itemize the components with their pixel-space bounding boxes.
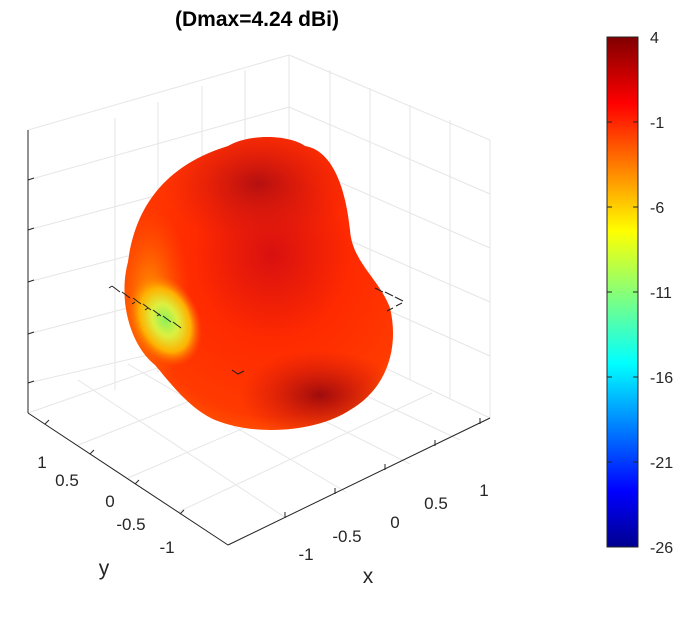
y-tick-label: -1 (159, 538, 174, 557)
colorbar-tick-label: -21 (650, 455, 673, 472)
y-tick-label: 0 (105, 492, 114, 511)
x-tick-labels: -1 -0.5 0 0.5 1 (298, 481, 488, 564)
colorbar-gradient (606, 36, 639, 548)
colorbar-ticks: 4 -1 -6 -11 -16 -21 -26 (607, 30, 673, 557)
colorbar-tick-label: 4 (650, 30, 659, 47)
colorbar-tick-label: -1 (650, 115, 664, 132)
x-tick-label: 0.5 (424, 494, 448, 513)
lobe-top-shade (163, 136, 353, 252)
y-tick-label: 1 (37, 453, 46, 472)
colorbar-tick-label: -11 (650, 285, 672, 302)
x-tick-label: -0.5 (332, 527, 361, 546)
x-tick-label: -1 (298, 545, 313, 564)
y-tick-label: 0.5 (55, 471, 79, 490)
y-axis-ticks (44, 419, 185, 515)
y-axis-label: y (99, 557, 110, 580)
antenna-markers (108, 285, 404, 375)
x-tick-label: 1 (479, 481, 488, 500)
x-axis-ticks (284, 418, 481, 518)
colorbar-tick-label: -26 (650, 540, 673, 557)
colorbar-tick-label: -6 (650, 200, 664, 217)
colorbar-tick-label: -16 (650, 370, 673, 387)
x-axis-label: x (363, 565, 374, 588)
lobe-minimum-region (128, 274, 202, 366)
chart-title: (Dmax=4.24 dBi) (175, 8, 339, 31)
y-tick-labels: 1 0.5 0 -0.5 -1 (37, 453, 174, 557)
lobe-bottom-shade (240, 350, 394, 431)
x-tick-label: 0 (390, 513, 399, 532)
axes (27, 130, 491, 546)
y-tick-label: -0.5 (116, 515, 145, 534)
radiation-pattern-surface (124, 136, 394, 431)
colorbar: 4 -1 -6 -11 -16 -21 -26 (606, 30, 673, 557)
z-axis-ticks (27, 177, 35, 384)
